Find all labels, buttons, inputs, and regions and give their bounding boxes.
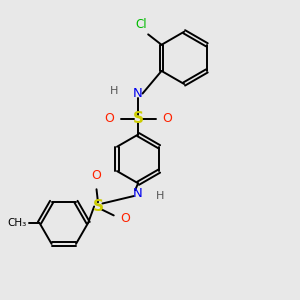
Text: O: O xyxy=(92,169,101,182)
Text: O: O xyxy=(120,212,130,225)
Text: O: O xyxy=(162,112,172,125)
Text: N: N xyxy=(133,187,143,200)
Text: Cl: Cl xyxy=(135,18,147,32)
Text: S: S xyxy=(133,111,144,126)
Text: S: S xyxy=(92,199,104,214)
Text: H: H xyxy=(110,85,118,96)
Text: N: N xyxy=(133,87,143,100)
Text: H: H xyxy=(156,191,165,201)
Text: O: O xyxy=(104,112,114,125)
Text: CH₃: CH₃ xyxy=(8,218,27,228)
